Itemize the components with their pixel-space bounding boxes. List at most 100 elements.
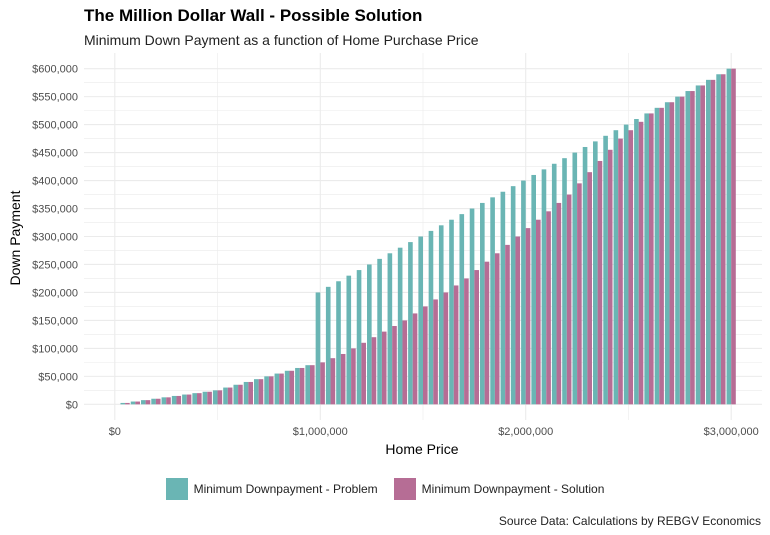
bar-problem [541, 169, 547, 405]
bar-problem [664, 102, 670, 405]
bar-problem [521, 180, 526, 405]
y-tick-label: $450,000 [32, 148, 78, 160]
bar-problem [336, 281, 341, 405]
bar-problem [295, 367, 300, 405]
bar-solution [607, 149, 613, 405]
bar-solution [392, 326, 397, 405]
y-tick-label: $200,000 [32, 287, 78, 299]
bar-solution [731, 68, 736, 405]
bar-problem [141, 400, 146, 405]
bar-problem [726, 68, 732, 405]
bar-solution [176, 395, 182, 405]
bar-solution [679, 96, 685, 405]
bar-solution [155, 398, 161, 405]
bar-solution [125, 402, 130, 405]
bar-problem [675, 96, 680, 405]
bar-solution [587, 172, 592, 405]
bar-problem [438, 225, 444, 405]
bar-problem [623, 124, 629, 405]
legend-item-solution[interactable]: Minimum Downpayment - Solution [393, 478, 605, 500]
bar-problem [212, 390, 218, 405]
bar-solution [659, 107, 664, 405]
bar-problem [716, 74, 721, 405]
bar-problem [305, 365, 310, 405]
bar-problem [459, 214, 465, 405]
bar-solution [566, 194, 572, 405]
bar-solution [638, 121, 644, 405]
bar-problem [233, 384, 239, 405]
bar-solution [700, 85, 705, 405]
bar-problem [644, 113, 649, 405]
bar-problem [480, 202, 485, 405]
bar-solution [464, 278, 469, 405]
bar-problem [428, 230, 434, 405]
bar-solution [361, 342, 366, 405]
bar-solution [536, 219, 541, 405]
bar-solution [320, 362, 325, 405]
bar-solution [238, 384, 243, 405]
bar-problem [161, 397, 167, 405]
bar-problem [120, 402, 126, 405]
legend-label-solution: Minimum Downpayment - Solution [421, 482, 605, 496]
bar-solution [628, 130, 634, 405]
legend-label-problem: Minimum Downpayment - Problem [193, 482, 378, 496]
bar-solution [227, 387, 233, 405]
legend-item-problem[interactable]: Minimum Downpayment - Problem [165, 478, 378, 500]
bar-solution [710, 79, 716, 405]
x-tick-label: $3,000,000 [704, 426, 759, 438]
bar-solution [197, 393, 202, 405]
bar-chart: $0 $50,000 $100,000 $150,000 $200,000 $250,00… [7, 53, 762, 457]
bar-problem [418, 236, 423, 405]
bar-problem [695, 85, 701, 405]
bar-problem [593, 141, 598, 405]
bar-solution [669, 102, 675, 405]
bars [120, 68, 736, 405]
x-tick-label: $2,000,000 [498, 426, 553, 438]
bar-problem [551, 163, 557, 405]
bar-solution [289, 370, 295, 405]
bar-solution [433, 299, 438, 405]
bar-solution [207, 391, 212, 405]
bar-solution [135, 401, 140, 405]
x-tick-label: $0 [109, 426, 121, 438]
bar-solution [351, 348, 356, 405]
bar-solution [166, 397, 171, 405]
bar-problem [192, 393, 197, 405]
y-tick-label: $600,000 [32, 64, 78, 76]
bar-problem [387, 253, 393, 405]
y-axis-title: Down Payment [7, 190, 23, 285]
axis-labels: $0 $50,000 $100,000 $150,000 $200,000 $250,00… [32, 64, 759, 438]
y-tick-label: $150,000 [32, 315, 78, 327]
chart-subtitle: Minimum Down Payment as a function of Ho… [84, 32, 479, 48]
bar-solution [258, 379, 264, 405]
bar-problem [397, 247, 403, 405]
bar-problem [706, 79, 711, 405]
bar-problem [315, 292, 321, 405]
bar-problem [254, 379, 259, 405]
bar-solution [402, 320, 408, 405]
bar-solution [649, 113, 654, 405]
bar-solution [494, 253, 500, 405]
bar-solution [515, 236, 521, 405]
bar-solution [381, 331, 387, 405]
bar-problem [654, 107, 660, 405]
bar-problem [613, 130, 619, 405]
bar-problem [603, 135, 608, 405]
bar-problem [367, 264, 372, 405]
bar-problem [130, 401, 136, 405]
chart-title: The Million Dollar Wall - Possible Solut… [84, 6, 423, 25]
bar-solution [310, 365, 315, 405]
y-tick-label: $500,000 [32, 120, 78, 132]
y-tick-label: $250,000 [32, 259, 78, 271]
bar-problem [346, 275, 352, 405]
y-tick-label: $550,000 [32, 92, 78, 104]
bar-problem [325, 286, 331, 405]
y-tick-label: $400,000 [32, 176, 78, 188]
bar-problem [284, 370, 290, 405]
bar-problem [264, 376, 269, 405]
bar-solution [340, 353, 346, 405]
bar-problem [202, 391, 208, 405]
bar-problem [469, 208, 475, 405]
bar-problem [274, 373, 280, 405]
bar-solution [577, 183, 582, 405]
